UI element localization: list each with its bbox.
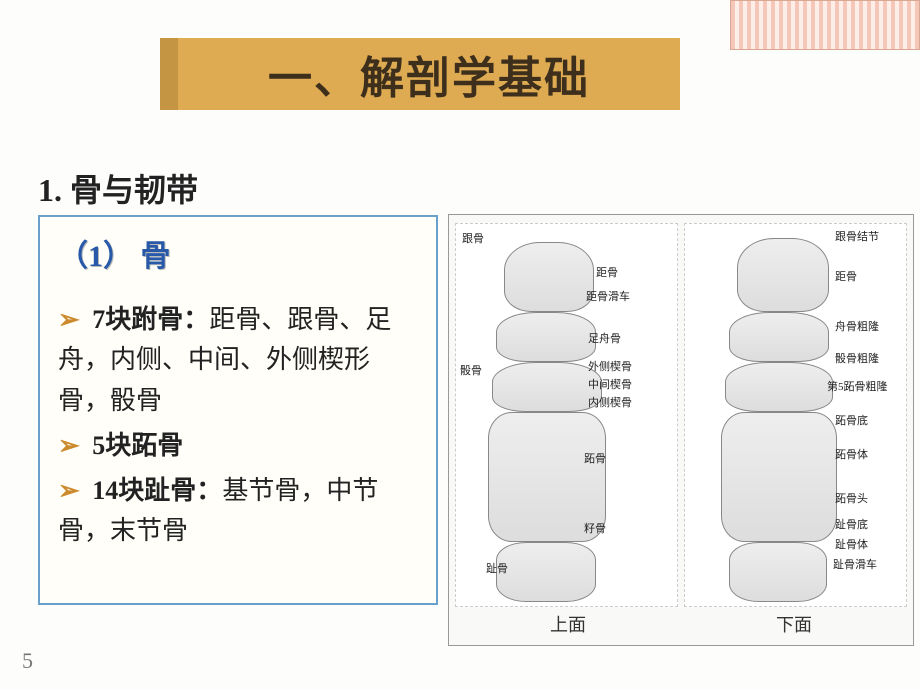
subsection-heading: （1） 骨 xyxy=(58,231,418,275)
anatomy-label: 趾骨 xyxy=(486,564,508,575)
anatomy-label: 跖骨底 xyxy=(835,416,868,427)
anatomy-label: 舟骨粗隆 xyxy=(835,322,879,333)
bullet-glyph-icon: ➢ xyxy=(58,430,80,460)
foot-inferior-view: 跟骨结节距骨舟骨粗隆骰骨粗隆第5跖骨粗隆跖骨底跖骨体跖骨头趾骨底趾骨体趾骨滑车 xyxy=(684,223,907,608)
bullet-lead: 5块跖骨 xyxy=(92,431,183,460)
bullet-item: ➢ 7块跗骨：距骨、跟骨、足舟，内侧、中间、外侧楔形骨，骰骨 xyxy=(58,299,418,421)
anatomy-label: 距骨滑车 xyxy=(586,292,630,303)
anatomy-label: 足舟骨 xyxy=(588,334,621,345)
anatomy-label: 距骨 xyxy=(835,272,857,283)
anatomy-label: 趾骨底 xyxy=(835,520,868,531)
anatomy-caption-row: 上面 下面 xyxy=(455,611,907,637)
caption-left: 上面 xyxy=(550,611,586,637)
bullet-lead: 14块趾骨： xyxy=(92,476,222,505)
page-title: 一、解剖学基础 xyxy=(268,42,590,106)
anatomy-label: 跟骨 xyxy=(462,234,484,245)
anatomy-label: 第5跖骨粗隆 xyxy=(827,382,888,393)
section-heading: 1. 骨与韧带 xyxy=(38,165,198,211)
anatomy-label: 内侧楔骨 xyxy=(588,398,632,409)
bullet-item: ➢ 14块趾骨：基节骨，中节骨，末节骨 xyxy=(58,470,418,552)
anatomy-label: 骰骨粗隆 xyxy=(835,354,879,365)
foot-superior-view: 跟骨距骨距骨滑车足舟骨外侧楔骨中间楔骨内侧楔骨 骰骨跖骨籽骨趾骨 xyxy=(455,223,678,608)
anatomy-label: 中间楔骨 xyxy=(588,380,632,391)
title-banner: 一、解剖学基础 xyxy=(160,38,680,110)
anatomy-label: 跖骨头 xyxy=(835,494,868,505)
corner-decoration xyxy=(730,0,920,50)
anatomy-label: 跖骨体 xyxy=(835,450,868,461)
anatomy-label: 骰骨 xyxy=(460,366,482,377)
content-box: （1） 骨 ➢ 7块跗骨：距骨、跟骨、足舟，内侧、中间、外侧楔形骨，骰骨 ➢ 5… xyxy=(38,215,438,605)
anatomy-label: 跖骨 xyxy=(584,454,606,465)
bullet-item: ➢ 5块跖骨 xyxy=(58,425,418,466)
anatomy-label: 趾骨体 xyxy=(835,540,868,551)
bullet-glyph-icon: ➢ xyxy=(58,304,80,334)
anatomy-label: 外侧楔骨 xyxy=(588,362,632,373)
anatomy-label: 籽骨 xyxy=(584,524,606,535)
bullet-glyph-icon: ➢ xyxy=(58,475,80,505)
anatomy-label: 距骨 xyxy=(596,268,618,279)
anatomy-label: 跟骨结节 xyxy=(835,232,879,243)
caption-right: 下面 xyxy=(776,611,812,637)
anatomy-image-panel: 跟骨距骨距骨滑车足舟骨外侧楔骨中间楔骨内侧楔骨 骰骨跖骨籽骨趾骨 跟骨结节距骨舟骨… xyxy=(448,214,914,646)
anatomy-image-row: 跟骨距骨距骨滑车足舟骨外侧楔骨中间楔骨内侧楔骨 骰骨跖骨籽骨趾骨 跟骨结节距骨舟骨… xyxy=(455,223,907,608)
anatomy-label: 趾骨滑车 xyxy=(833,560,877,571)
bullet-lead: 7块跗骨： xyxy=(92,305,209,334)
page-number: 5 xyxy=(22,648,33,674)
